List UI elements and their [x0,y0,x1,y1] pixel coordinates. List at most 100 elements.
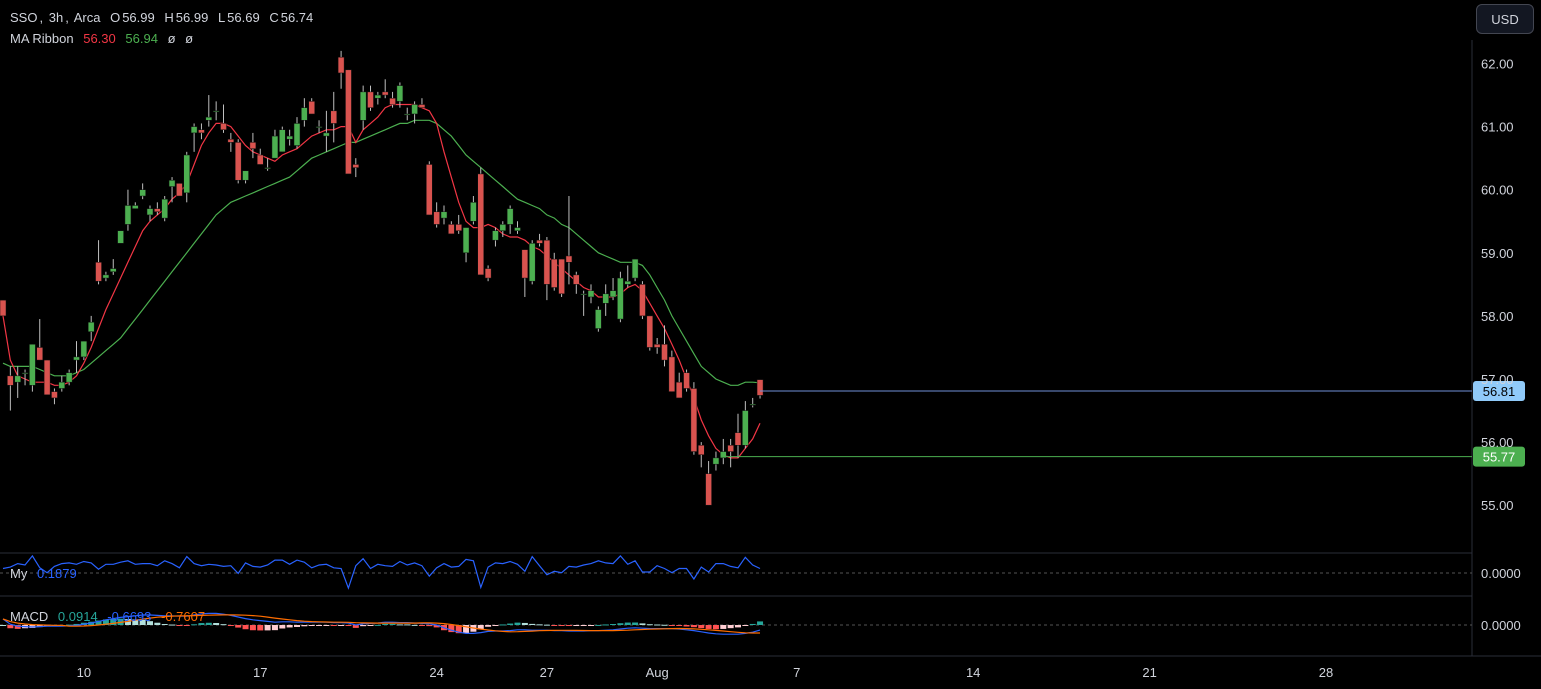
candle-body [720,451,727,459]
candle [132,202,139,209]
price-tick-label: 58.00 [1481,309,1514,324]
candle [29,344,36,392]
candle [51,388,58,405]
candle-body [536,239,543,244]
candle [271,129,279,159]
candle [455,214,462,234]
candle-body [227,138,235,143]
candle [212,101,220,121]
candle [359,85,367,130]
candle [675,372,683,399]
macd-histogram-bar [588,625,594,626]
macd-value-3: -0.7607 [161,609,206,624]
last-price-value: 56.81 [1483,384,1516,399]
candle-body [249,142,257,149]
symbol-name[interactable]: SSO [10,10,38,25]
candle-body [756,379,764,396]
candle-body [514,227,521,231]
candle-body [374,94,382,99]
candle [0,299,7,317]
macd-legend[interactable]: MACD 0.0914 -0.6693 -0.7607 [10,609,207,625]
macd-value-2: -0.6693 [107,609,152,624]
candle-body [146,208,154,216]
candle-body [492,230,499,241]
candle-body [36,347,43,361]
macd-histogram-bar [536,624,543,626]
candle-body [168,179,176,187]
macd-histogram-bar [235,625,242,628]
candle-body [220,123,227,131]
candle [580,290,587,316]
macd-histogram-bar [338,625,345,626]
candle [124,189,132,231]
candle [418,98,426,108]
candle [161,196,168,222]
candle [433,202,440,228]
candle [389,91,396,108]
candle [330,91,337,143]
candle-body [521,249,529,279]
candle-body [683,372,690,389]
candle-body [734,432,742,446]
macd-histogram-bar [139,619,146,625]
candle-body [506,208,514,225]
candle [234,139,242,184]
time-tick-label: 24 [429,665,443,680]
macd-histogram-bar [132,619,139,625]
macd-histogram-bar [690,625,697,628]
macd-histogram-bar [301,625,308,627]
currency-button[interactable]: USD [1476,4,1534,34]
macd-histogram-bar [602,624,609,626]
candle [301,98,308,127]
candle-body [705,473,712,506]
my-indicator-pane: 0.0000 [0,554,1521,590]
candle-body [337,56,345,74]
time-tick-label: 7 [793,665,800,680]
candle-body [65,372,73,383]
macd-histogram-bar [580,625,587,626]
candle-body [124,205,132,225]
macd-histogram-bar [124,619,131,625]
macd-histogram-bar [565,625,572,626]
candle-body [345,69,352,175]
candle [286,129,293,146]
macd-histogram-bar [308,625,315,626]
candle-body [212,110,220,113]
candle [720,438,727,465]
macd-histogram-bar [183,625,190,626]
candle [36,319,43,361]
low-label: L [217,10,226,25]
candle [705,461,712,506]
candle-body [617,277,624,320]
macd-histogram-bar [698,625,705,629]
candle-body [315,126,323,128]
candle-body [264,167,271,169]
candle [514,221,521,234]
candle [80,340,88,361]
candle [499,221,507,238]
candle [381,79,389,99]
symbol-legend: SSO, 3h, Arca O 56.99 H 56.99 L 56.69 C 56.7… [10,10,314,25]
candle [631,258,639,282]
macd-histogram-bar [632,622,639,625]
ma-ribbon-legend[interactable]: MA Ribbon 56.30 56.94 ø ø [10,31,195,47]
candle [21,369,29,386]
price-tick-label: 56.00 [1481,435,1514,450]
candle-body [639,284,646,317]
macd-histogram-bar [521,622,528,625]
candle [543,237,551,301]
candle [58,375,66,392]
my-legend[interactable]: My 0.1879 [10,566,79,582]
candle [646,315,654,351]
candle [609,278,617,301]
candle-body [551,258,558,288]
candle [95,240,102,285]
candle [279,126,286,153]
candle-body [286,135,293,140]
my-zero-label: 0.0000 [1481,566,1521,581]
macd-histogram-bar [198,623,205,625]
macd-histogram-bar [573,625,580,626]
macd-histogram-bar [271,625,278,631]
candle [323,110,330,152]
